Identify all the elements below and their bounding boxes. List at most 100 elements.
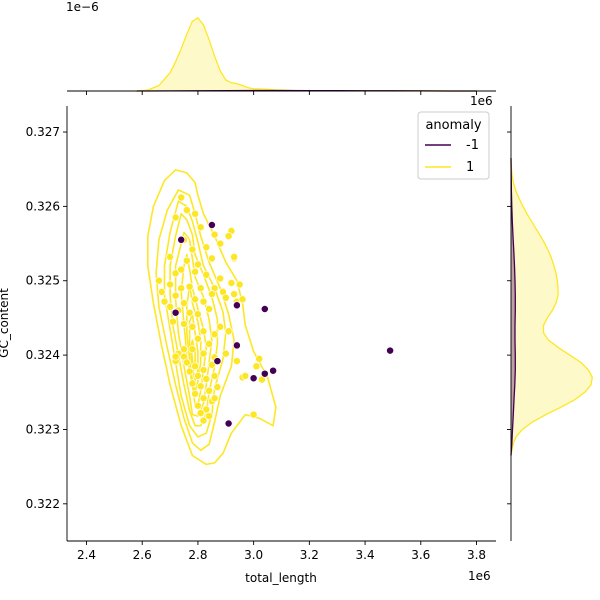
scatter-point-normal-51: [193, 334, 202, 343]
scatter-point-normal-79: [205, 412, 214, 421]
scatter-point-normal-37: [230, 290, 239, 299]
scatter-point-normal-33: [191, 295, 200, 304]
scatter-point-normal-17: [171, 269, 180, 278]
scatter-point-normal-78: [196, 409, 205, 418]
scatter-point-normal-86: [249, 410, 258, 419]
right-kde-fill-anomaly: [511, 158, 516, 456]
scatter-point-normal-15: [207, 254, 216, 263]
scatter-point-normal-1: [182, 206, 191, 215]
scatter-point-normal-84: [252, 362, 261, 371]
top-marginal-offset-label: 1e−6: [66, 0, 99, 14]
scatter-point-normal-44: [221, 293, 230, 302]
scatter-point-anomaly-1: [207, 221, 216, 229]
scatter-point-normal-48: [188, 322, 197, 331]
legend-title: anomaly: [425, 118, 481, 133]
x-tick-label-0: 2.4: [77, 548, 96, 562]
right-marginal-offset-label: 1e6: [470, 94, 493, 108]
scatter-point-normal-41: [185, 308, 194, 317]
scatter-point-normal-65: [185, 367, 194, 376]
x-tick-label-4: 3.2: [300, 548, 319, 562]
scatter-point-normal-43: [205, 305, 214, 313]
scatter-point-anomaly-0: [177, 235, 186, 244]
scatter-point-normal-77: [202, 405, 211, 414]
scatter-point-normal-28: [227, 279, 236, 287]
right-marginal-kde: [507, 106, 593, 541]
scatter-point-normal-56: [199, 349, 208, 358]
scatter-point-normal-14: [193, 260, 202, 269]
main-scatter-plot: 2.4 2.6 2.8 3.0 3.2 3.4 3.6 3.8 0.322 0.323 0.324 0…: [26, 106, 496, 562]
x-tick-label-5: 3.4: [356, 548, 375, 562]
scatter-point-normal-23: [166, 280, 175, 289]
scatter-point-normal-49: [199, 327, 208, 336]
scatter-point-normal-70: [196, 382, 205, 391]
scatter-point-normal-4: [196, 223, 205, 232]
scatter-point-normal-89: [221, 349, 230, 358]
scatter-point-normal-9: [202, 243, 211, 252]
legend: anomaly -1 1: [417, 111, 490, 180]
scatter-point-normal-68: [210, 371, 219, 380]
scatter-point-normal-52: [205, 339, 214, 348]
y-tick-label-4: 0.326: [26, 199, 60, 213]
scatter-point-normal-25: [185, 282, 194, 291]
scatter-point-normal-12: [166, 252, 175, 261]
scatter-point-normal-74: [199, 394, 208, 403]
scatter-point-normal-2: [191, 209, 200, 218]
scatter-point-normal-92: [230, 252, 239, 261]
scatter-point-normal-91: [180, 345, 188, 354]
scatter-point-normal-63: [199, 366, 208, 374]
scatter-point-anomaly-7: [386, 346, 395, 355]
scatter-point-normal-55: [188, 345, 197, 354]
scatter-point-anomaly-5: [232, 341, 241, 350]
scatter-point-normal-24: [177, 284, 186, 293]
scatter-point-normal-29: [235, 280, 244, 289]
legend-label-0: -1: [466, 138, 479, 153]
x-tick-label-3: 3.0: [244, 548, 263, 562]
scatter-point-normal-32: [180, 299, 188, 308]
scatter-point-normal-80: [199, 416, 208, 425]
y-tick-label-1: 0.323: [26, 422, 60, 436]
scatter-point-anomaly-2: [171, 308, 180, 317]
scatter-point-normal-71: [205, 386, 214, 395]
scatter-point-normal-8: [188, 245, 197, 254]
scatter-point-normal-19: [191, 267, 200, 276]
scatter-point-normal-20: [202, 270, 211, 279]
scatter-point-normal-93: [238, 295, 247, 304]
scatter-point-normal-21: [216, 274, 225, 283]
x-tick-label-6: 3.6: [411, 548, 430, 562]
top-kde-fill-normal: [136, 17, 477, 92]
x-axis-label: total_length: [245, 571, 317, 585]
scatter-point-anomaly-10: [249, 374, 258, 383]
scatter-point-normal-35: [207, 290, 216, 299]
scatter-point-anomaly-3: [232, 301, 241, 310]
legend-label-1: 1: [466, 160, 474, 175]
x-axis-offset-label: 1e6: [468, 569, 491, 583]
x-tick-label-1: 2.6: [133, 548, 152, 562]
scatter-point-anomaly-6: [213, 357, 222, 366]
kde-contour-6: [186, 283, 202, 394]
legend-box: [417, 111, 490, 180]
scatter-point-normal-82: [232, 357, 241, 366]
right-kde-line-normal: [510, 158, 593, 456]
scatter-point-normal-34: [199, 297, 208, 306]
scatter-point-normal-39: [166, 302, 175, 311]
scatter-point-normal-81: [210, 394, 219, 403]
scatter-point-normal-66: [193, 371, 202, 380]
scatter-point-normal-10: [216, 239, 225, 248]
right-kde-line-anomaly: [510, 158, 516, 456]
scatter-point-anomaly-9: [260, 369, 269, 378]
scatter-point-normal-67: [202, 374, 211, 383]
scatter-point-normal-72: [213, 383, 222, 392]
scatter-point-normal-38: [160, 297, 169, 306]
scatter-point-normal-90: [171, 352, 180, 361]
scatter-point-normal-62: [191, 362, 200, 371]
y-tick-label-0: 0.322: [26, 497, 60, 511]
scatter-point-normal-0: [177, 193, 186, 202]
x-tick-label-7: 3.8: [467, 548, 486, 562]
x-tick-label-2: 2.8: [188, 548, 207, 562]
scatter-point-anomaly-4: [260, 305, 269, 313]
scatter-point-normal-31: [171, 291, 180, 300]
right-kde-fill-normal: [511, 158, 593, 456]
scatter-point-normal-26: [196, 284, 205, 293]
